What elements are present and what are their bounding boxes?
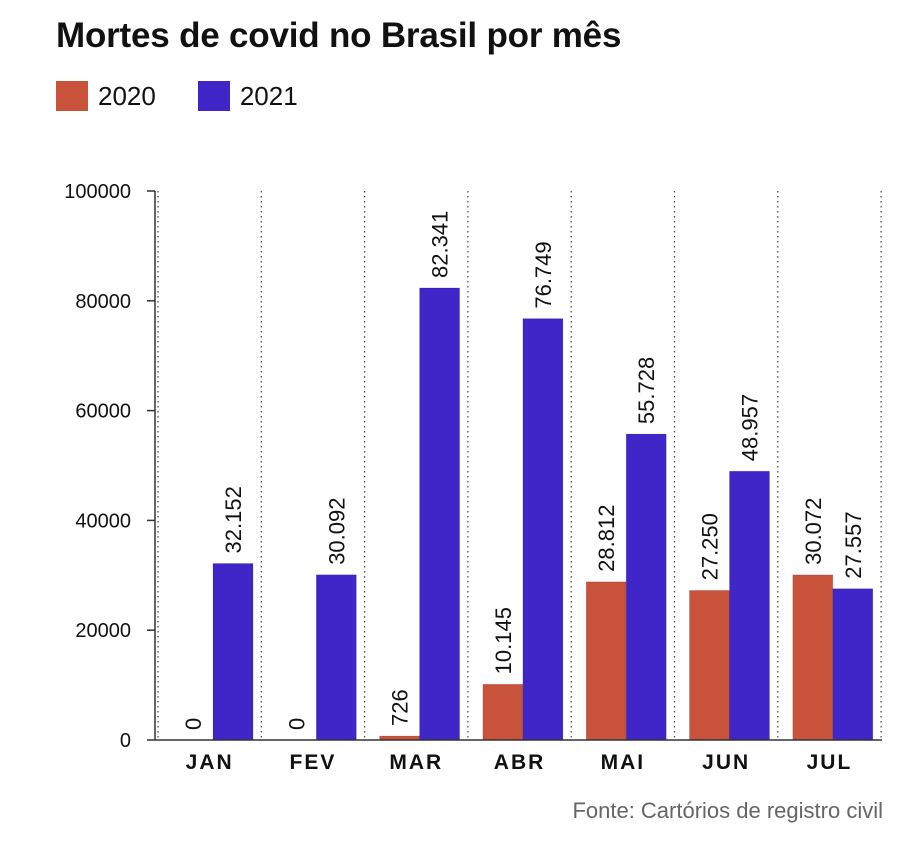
data-label-2021-jul: 27.557 — [841, 511, 866, 578]
bar-2021-jul — [832, 588, 874, 741]
data-label-2021-abr: 76.749 — [531, 241, 556, 308]
x-tick-label-mar: MAR — [389, 751, 443, 774]
data-label-2020-jun: 27.250 — [698, 513, 723, 580]
bar-2021-mai — [625, 433, 667, 741]
chart-title: Mortes de covid no Brasil por mês — [56, 16, 622, 55]
bar-2020-jun — [689, 589, 730, 741]
data-label-2021-jun: 48.957 — [738, 394, 763, 461]
y-tick-label: 40000 — [75, 510, 131, 532]
data-label-2021-mar: 82.341 — [428, 211, 453, 278]
data-label-2021-mai: 55.728 — [634, 357, 659, 424]
data-label-2020-abr: 10.145 — [491, 607, 516, 674]
legend: 2020 2021 — [56, 80, 340, 112]
bar-2020-abr — [482, 683, 524, 741]
data-label-2020-jul: 30.072 — [801, 498, 826, 565]
legend-label-2021: 2021 — [239, 80, 298, 111]
bar-2021-fev — [315, 574, 357, 741]
legend-swatch-2021 — [197, 81, 230, 111]
x-tick-label-mai: MAI — [601, 751, 646, 774]
x-tick-label-jun: JUN — [702, 751, 750, 774]
source-note: Fonte: Cartórios de registro civil — [572, 798, 883, 823]
data-label-2020-mar: 726 — [388, 689, 413, 726]
y-tick-label: 100000 — [64, 181, 131, 203]
y-tick-label: 80000 — [75, 291, 131, 313]
x-tick-label-fev: FEV — [290, 751, 337, 774]
y-tick-label: 60000 — [75, 401, 131, 423]
data-label-2020-fev: 0 — [284, 718, 309, 730]
y-tick-label: 20000 — [75, 620, 131, 642]
legend-item-2020: 2020 — [56, 81, 156, 112]
bar-2020-mai — [585, 581, 627, 741]
y-tick-label: 0 — [120, 730, 131, 752]
bar-2021-jan — [212, 562, 254, 741]
data-label-2020-jan: 0 — [181, 718, 206, 730]
x-tick-label-abr: ABR — [494, 751, 546, 774]
data-label-2021-fev: 30.092 — [324, 497, 349, 564]
data-label-2021-jan: 32.152 — [221, 486, 246, 553]
data-label-2020-mai: 28.812 — [594, 505, 619, 572]
bar-2021-abr — [522, 318, 564, 741]
bar-2020-jul — [792, 574, 834, 741]
bar-2021-mar — [419, 287, 461, 741]
bar-2021-jun — [729, 470, 770, 741]
x-tick-label-jul: JUL — [807, 751, 853, 774]
legend-swatch-2020 — [56, 81, 88, 111]
legend-label-2020: 2020 — [98, 80, 156, 111]
legend-item-2021: 2021 — [197, 80, 298, 112]
x-tick-label-jan: JAN — [186, 751, 234, 774]
